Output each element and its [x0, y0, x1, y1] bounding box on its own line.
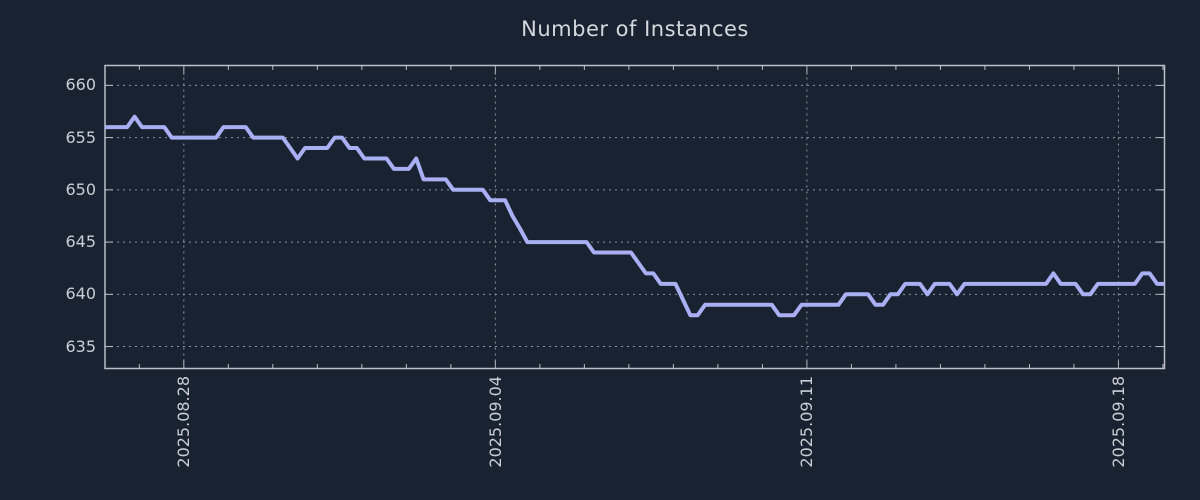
y-tick-label: 655 — [65, 127, 96, 147]
x-tick-label: 2025.08.28 — [174, 376, 194, 468]
x-tick-label: 2025.09.11 — [797, 376, 817, 468]
series-line — [105, 114, 1165, 318]
y-tick-label: 650 — [65, 179, 96, 199]
y-tick-label: 645 — [65, 232, 96, 252]
x-tick-label: 2025.09.04 — [485, 376, 505, 468]
y-gridlines — [105, 84, 1165, 348]
y-tick-label: 635 — [65, 336, 96, 356]
x-tick-label: 2025.09.18 — [1108, 376, 1128, 468]
chart-title: Number of Instances — [521, 17, 749, 41]
y-tick-label: 640 — [65, 284, 96, 304]
plot-border — [104, 64, 1166, 370]
x-gridlines — [138, 65, 1164, 369]
y-tick-label: 660 — [65, 75, 96, 95]
